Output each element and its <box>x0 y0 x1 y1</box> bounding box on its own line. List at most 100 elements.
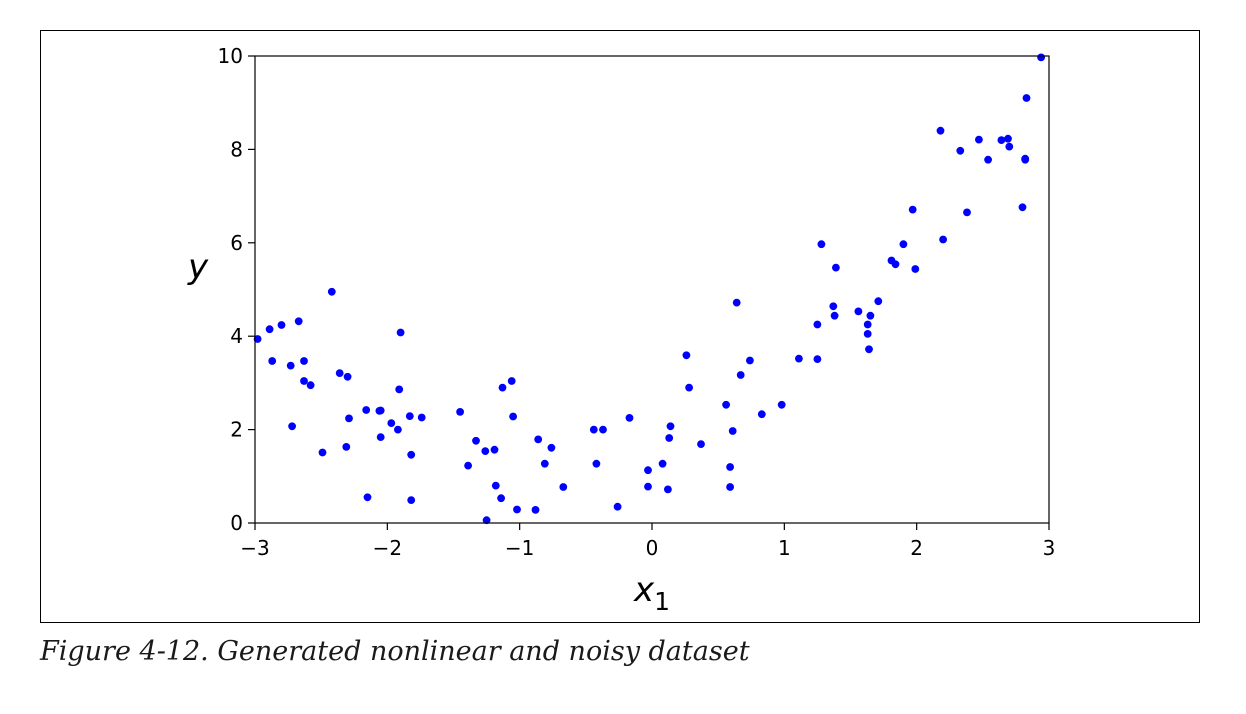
data-point <box>908 205 917 214</box>
data-points <box>253 53 1045 525</box>
data-point <box>874 297 883 306</box>
data-point <box>939 235 947 244</box>
data-point <box>658 459 667 468</box>
data-point <box>507 377 516 385</box>
data-point <box>732 298 741 307</box>
data-point <box>306 381 315 390</box>
data-point <box>813 355 822 363</box>
data-point <box>472 436 480 445</box>
data-point <box>685 383 693 392</box>
plot-area <box>254 55 1050 524</box>
data-point <box>490 445 499 454</box>
data-point <box>342 443 351 451</box>
data-point <box>376 433 385 441</box>
data-point <box>891 260 900 269</box>
data-point <box>599 425 607 434</box>
y-axis-label: y <box>187 247 209 287</box>
data-point <box>286 361 295 370</box>
data-point <box>666 422 675 431</box>
x-tick-label: 3 <box>1043 536 1056 560</box>
data-point <box>395 385 404 394</box>
data-point <box>1022 94 1031 102</box>
data-point <box>1021 154 1030 163</box>
data-point <box>664 485 672 494</box>
data-point <box>513 505 521 514</box>
data-point <box>865 345 873 354</box>
data-point <box>498 383 507 392</box>
data-point <box>294 317 303 326</box>
data-point <box>899 240 908 249</box>
x-axis-label-main: x <box>633 570 655 610</box>
data-point <box>644 482 652 491</box>
data-point <box>984 155 992 164</box>
data-point <box>363 493 372 502</box>
data-point <box>300 357 308 365</box>
data-point <box>866 311 875 320</box>
data-point <box>832 263 840 272</box>
data-point <box>456 408 464 416</box>
data-point <box>534 435 543 444</box>
data-point <box>396 328 405 337</box>
data-point <box>829 302 838 311</box>
data-point <box>343 372 352 381</box>
data-point <box>592 459 601 468</box>
data-point <box>726 463 734 471</box>
data-point <box>644 466 652 475</box>
data-point <box>265 325 274 334</box>
x-tick-label: −2 <box>373 536 402 560</box>
data-point <box>997 136 1006 144</box>
data-point <box>697 440 705 448</box>
data-point <box>682 351 691 360</box>
data-point <box>327 287 336 296</box>
data-point <box>911 265 920 273</box>
y-tick-label: 8 <box>230 137 243 161</box>
data-point <box>777 400 786 409</box>
y-tick-label: 6 <box>230 231 243 255</box>
data-point <box>335 369 344 377</box>
data-point <box>531 506 540 514</box>
x-tick-label: 2 <box>910 536 923 560</box>
data-point <box>268 357 277 365</box>
data-point <box>963 208 971 217</box>
data-point <box>318 448 327 457</box>
x-tick-label: −1 <box>505 536 534 560</box>
x-tick-label: 0 <box>646 536 659 560</box>
data-point <box>726 483 734 491</box>
data-point <box>589 425 598 434</box>
data-point <box>746 356 754 365</box>
data-point <box>1004 134 1012 143</box>
x-tick-label: 1 <box>778 536 791 560</box>
data-point <box>813 320 822 329</box>
data-point <box>405 412 414 420</box>
data-point <box>665 434 674 442</box>
data-point <box>509 412 517 421</box>
figure-caption: Figure 4-12. Generated nonlinear and noi… <box>40 636 750 667</box>
data-point <box>482 516 491 525</box>
data-point <box>830 311 839 320</box>
data-point <box>613 502 622 511</box>
data-point <box>956 146 965 155</box>
y-tick-label: 0 <box>230 511 243 535</box>
data-point <box>277 321 286 329</box>
data-point <box>795 354 803 363</box>
data-point <box>736 371 745 379</box>
data-point <box>464 461 472 470</box>
data-point <box>300 377 308 385</box>
data-point <box>417 413 426 422</box>
axis-ticks: −3 −2 −1 0 1 2 3 0 2 4 6 8 10 <box>218 44 1056 560</box>
y-tick-label: 10 <box>218 44 243 68</box>
data-point <box>407 496 416 504</box>
data-point <box>722 400 730 409</box>
data-point <box>394 425 402 434</box>
data-point <box>288 422 296 431</box>
data-point <box>625 414 634 422</box>
data-point <box>1018 203 1027 212</box>
figure-frame: −3 −2 −1 0 1 2 3 0 2 4 6 8 10 x1 y <box>40 30 1200 623</box>
data-point <box>1005 142 1014 151</box>
data-point <box>975 135 983 144</box>
data-point <box>1037 53 1045 62</box>
data-point <box>863 320 872 329</box>
data-point <box>540 459 549 468</box>
data-point <box>547 443 556 452</box>
